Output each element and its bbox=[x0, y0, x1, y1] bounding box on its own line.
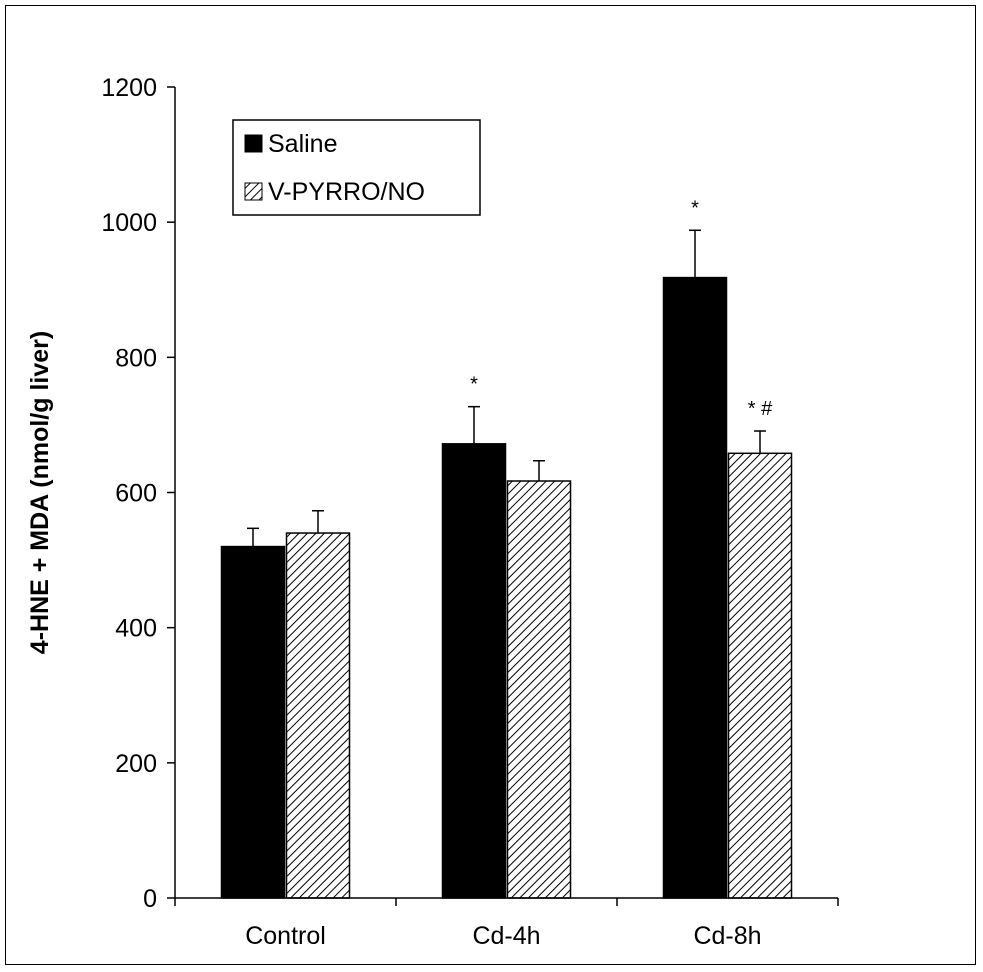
significance-marker: * # bbox=[748, 398, 773, 420]
legend-box bbox=[232, 119, 481, 216]
y-axis-title: 4-HNE + MDA (nmol/g liver) bbox=[26, 331, 54, 654]
y-tick-label: 200 bbox=[115, 750, 157, 778]
y-tick-label: 400 bbox=[115, 615, 157, 643]
bar-saline-cd-4h bbox=[441, 443, 507, 899]
legend-swatch bbox=[244, 182, 263, 201]
legend-label: Saline bbox=[268, 130, 338, 158]
bar-saline-cd-8h bbox=[662, 276, 728, 899]
significance-marker: * bbox=[691, 197, 699, 219]
y-tick-label: 1000 bbox=[101, 209, 157, 237]
bar-v-pyrro-no-control bbox=[285, 532, 351, 899]
chart-frame bbox=[5, 5, 976, 965]
y-tick-label: 0 bbox=[143, 885, 157, 913]
bar-saline-control bbox=[220, 545, 286, 899]
x-tick-label: Control bbox=[245, 922, 326, 950]
y-tick-label: 600 bbox=[115, 480, 157, 508]
x-tick-label: Cd-4h bbox=[472, 922, 540, 950]
bar-v-pyrro-no-cd-4h bbox=[506, 480, 572, 899]
y-tick-label: 800 bbox=[115, 344, 157, 372]
y-tick-label: 1200 bbox=[101, 74, 157, 102]
significance-marker: * bbox=[470, 374, 478, 396]
bar-v-pyrro-no-cd-8h bbox=[727, 452, 793, 899]
legend-label: V-PYRRO/NO bbox=[268, 178, 425, 206]
x-tick-label: Cd-8h bbox=[693, 922, 761, 950]
legend-swatch bbox=[244, 134, 263, 153]
